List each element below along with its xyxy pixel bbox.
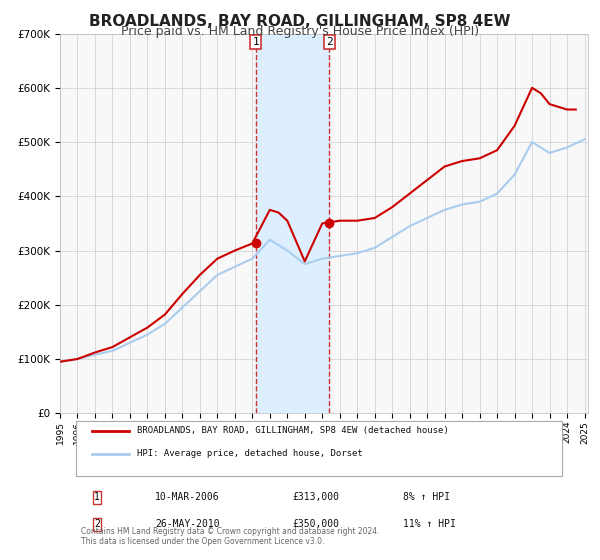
Text: Price paid vs. HM Land Registry's House Price Index (HPI): Price paid vs. HM Land Registry's House … <box>121 25 479 38</box>
FancyBboxPatch shape <box>76 421 562 475</box>
Text: 1: 1 <box>252 37 259 46</box>
Text: BROADLANDS, BAY ROAD, GILLINGHAM, SP8 4EW: BROADLANDS, BAY ROAD, GILLINGHAM, SP8 4E… <box>89 14 511 29</box>
Text: £313,000: £313,000 <box>292 492 340 502</box>
Text: 26-MAY-2010: 26-MAY-2010 <box>155 519 220 529</box>
Text: 10-MAR-2006: 10-MAR-2006 <box>155 492 220 502</box>
Text: Contains HM Land Registry data © Crown copyright and database right 2024.
This d: Contains HM Land Registry data © Crown c… <box>81 527 380 546</box>
Text: 11% ↑ HPI: 11% ↑ HPI <box>403 519 456 529</box>
Text: £350,000: £350,000 <box>292 519 340 529</box>
Text: 2: 2 <box>326 37 332 46</box>
Text: 1: 1 <box>94 492 100 502</box>
Bar <box>256 34 329 413</box>
Text: 8% ↑ HPI: 8% ↑ HPI <box>403 492 450 502</box>
Text: BROADLANDS, BAY ROAD, GILLINGHAM, SP8 4EW (detached house): BROADLANDS, BAY ROAD, GILLINGHAM, SP8 4E… <box>137 426 448 435</box>
Text: 2: 2 <box>94 519 100 529</box>
Text: HPI: Average price, detached house, Dorset: HPI: Average price, detached house, Dors… <box>137 449 362 459</box>
